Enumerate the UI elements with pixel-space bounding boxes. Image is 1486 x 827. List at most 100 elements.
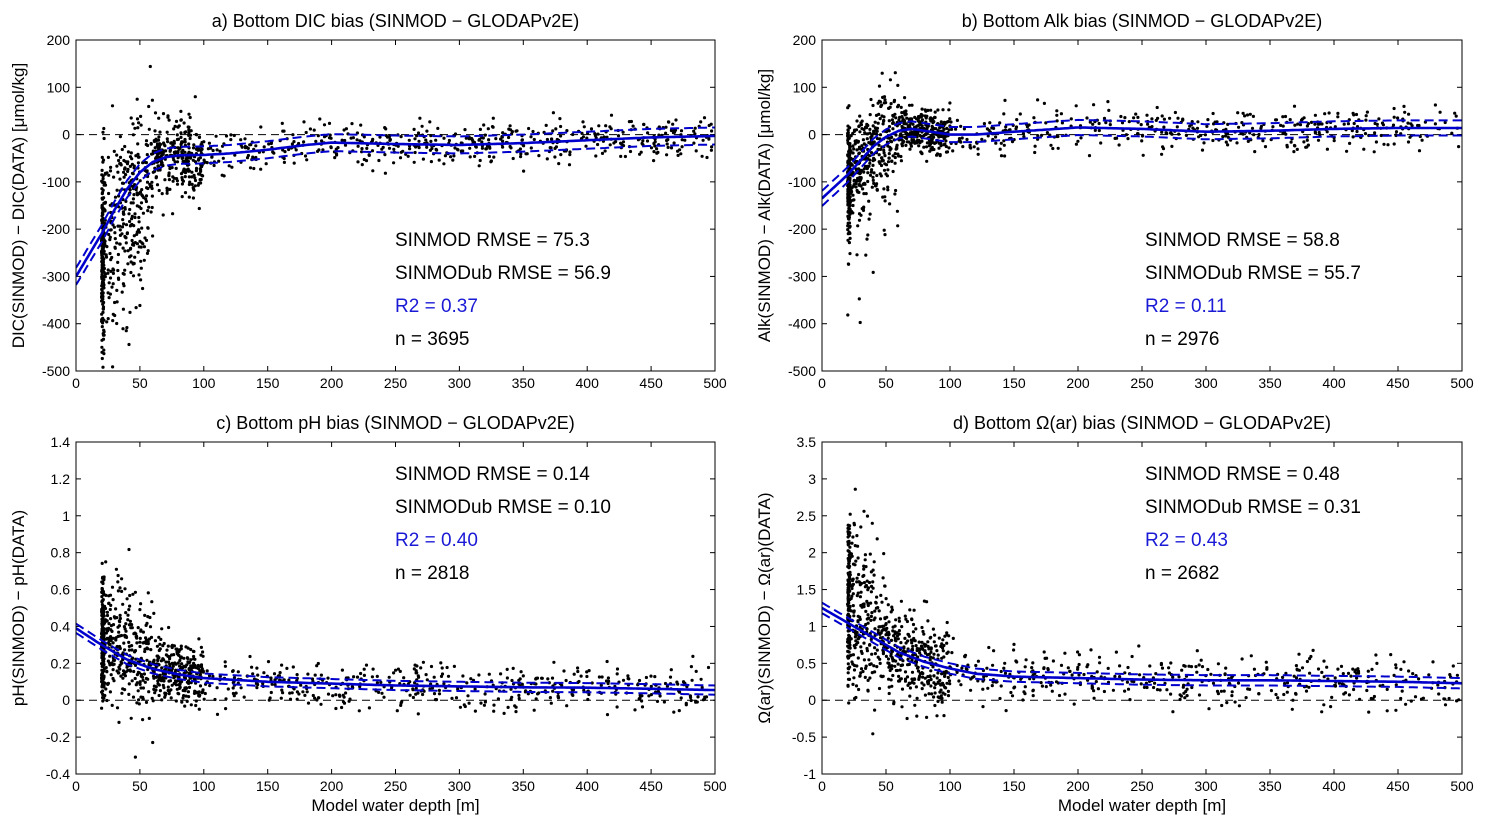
scatter-point: [1200, 148, 1205, 152]
scatter-point: [917, 120, 922, 124]
scatter-point: [137, 220, 141, 224]
scatter-point: [669, 668, 673, 672]
scatter-point: [319, 702, 323, 706]
scatter-point: [461, 149, 465, 153]
scatter-point: [621, 140, 626, 144]
scatter-point: [891, 121, 895, 125]
scatter-point: [429, 139, 433, 143]
scatter-point: [872, 181, 876, 185]
scatter-point: [883, 199, 887, 203]
scatter-point: [878, 161, 882, 165]
scatter-point: [117, 158, 121, 163]
scatter-point: [972, 675, 976, 679]
scatter-point: [887, 691, 891, 696]
scatter-point: [576, 669, 580, 674]
scatter-point: [552, 660, 556, 664]
scatter-point: [1036, 98, 1040, 102]
scatter-point: [138, 303, 142, 308]
scatter-point: [107, 191, 111, 196]
scatter-point: [347, 699, 351, 703]
scatter-point: [1336, 111, 1340, 115]
scatter-point: [858, 130, 862, 134]
scatter-point: [1060, 121, 1064, 125]
scatter-point: [437, 158, 441, 162]
scatter-point: [1351, 111, 1355, 115]
scatter-point: [167, 660, 171, 664]
scatter-point: [151, 234, 155, 238]
scatter-point: [926, 681, 931, 685]
scatter-point: [123, 144, 127, 149]
scatter-point: [297, 141, 301, 146]
scatter-point: [565, 129, 569, 133]
scatter-point: [1284, 132, 1288, 136]
scatter-point: [127, 682, 131, 686]
y-tick-label: -1: [804, 766, 817, 782]
scatter-point: [1194, 665, 1198, 669]
scatter-point: [935, 649, 939, 653]
scatter-point: [184, 694, 188, 698]
scatter-point: [936, 129, 940, 133]
scatter-point: [1177, 675, 1181, 679]
scatter-point: [1196, 120, 1200, 124]
scatter-point: [113, 313, 117, 318]
scatter-point: [181, 696, 185, 700]
scatter-point: [854, 181, 858, 186]
scatter-point: [108, 238, 112, 242]
scatter-point: [1117, 143, 1121, 147]
scatter-point: [290, 691, 294, 695]
scatter-point: [146, 640, 150, 644]
y-tick-label: 1: [62, 508, 70, 524]
scatter-point: [327, 136, 332, 140]
scatter-point: [121, 246, 125, 250]
scatter-point: [1102, 116, 1107, 120]
scatter-point: [174, 166, 178, 170]
scatter-point: [850, 584, 855, 588]
scatter-point: [139, 672, 144, 677]
scatter-point: [421, 660, 425, 664]
scatter-point: [937, 135, 941, 139]
scatter-point: [180, 141, 184, 145]
scatter-point: [102, 328, 106, 332]
scatter-point: [1018, 112, 1022, 116]
scatter-point: [882, 168, 887, 172]
scatter-point: [108, 593, 113, 597]
scatter-point: [128, 255, 132, 259]
scatter-point: [338, 694, 342, 698]
scatter-point: [887, 685, 891, 689]
scatter-point: [1374, 140, 1378, 144]
scatter-point: [865, 646, 869, 651]
scatter-point: [928, 658, 932, 662]
scatter-point: [243, 144, 247, 149]
scatter-point: [570, 692, 574, 696]
scatter-point: [102, 318, 106, 322]
scatter-point: [1224, 140, 1228, 144]
scatter-point: [931, 627, 936, 631]
scatter-point: [850, 163, 854, 167]
scatter-point: [882, 151, 886, 155]
scatter-point: [187, 667, 191, 671]
scatter-point: [123, 268, 127, 272]
scatter-point: [160, 192, 164, 196]
rmse-label: SINMOD RMSE = 75.3: [395, 230, 590, 251]
scatter-point: [1362, 147, 1366, 151]
scatter-point: [183, 704, 187, 708]
scatter-point: [848, 236, 852, 240]
scatter-point: [556, 694, 560, 698]
scatter-point: [859, 121, 863, 125]
scatter-point: [1139, 123, 1143, 127]
scatter-point: [1177, 132, 1181, 136]
scatter-point: [1057, 693, 1062, 698]
scatter-point: [939, 144, 943, 148]
axes-frame: [75, 441, 716, 775]
panel-a: a) Bottom DIC bias (SINMOD − GLODAPv2E)D…: [9, 11, 727, 391]
scatter-point: [131, 133, 135, 137]
scatter-point: [875, 187, 879, 192]
rmse-label: SINMODub RMSE = 0.10: [395, 497, 611, 518]
scatter-point: [101, 618, 105, 622]
scatter-point: [416, 712, 420, 716]
scatter-point: [164, 653, 168, 657]
scatter-point: [893, 192, 897, 196]
scatter-point: [912, 138, 916, 142]
scatter-point: [1402, 104, 1406, 108]
scatter-point: [886, 160, 891, 164]
